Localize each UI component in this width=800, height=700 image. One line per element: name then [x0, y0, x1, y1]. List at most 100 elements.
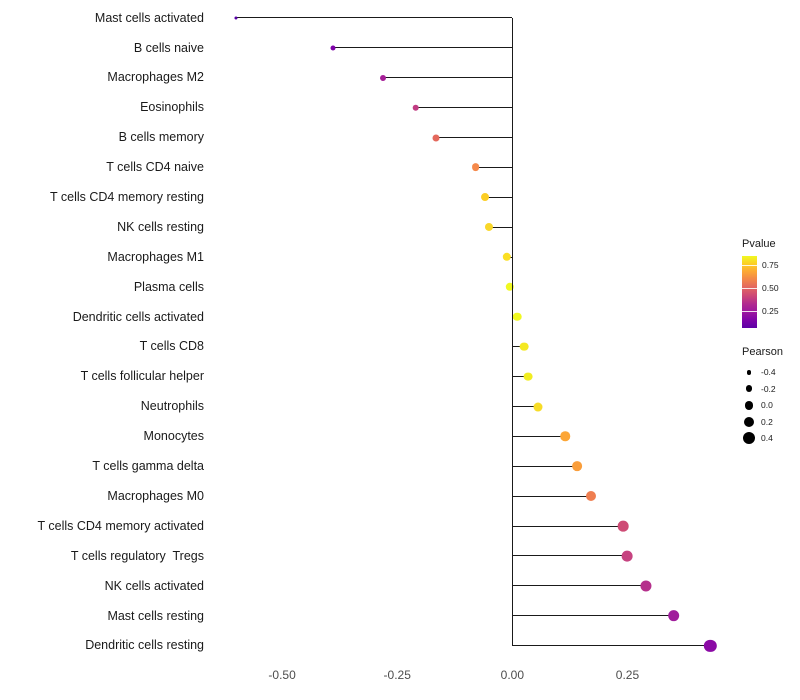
- lollipop-dot: [519, 342, 529, 352]
- row-track: [213, 362, 738, 392]
- category-label: T cells regulatory Tregs: [70, 548, 204, 563]
- chart-row: Eosinophils: [0, 93, 738, 123]
- zero-axis-line: [512, 17, 514, 646]
- pearson-legend-label: -0.4: [761, 367, 776, 377]
- row-track: [213, 601, 738, 631]
- pvalue-tick-label: 0.25: [762, 305, 779, 316]
- pvalue-gradient-bar: [742, 256, 757, 328]
- category-label: B cells memory: [118, 130, 204, 145]
- category-label: B cells naive: [133, 40, 204, 55]
- pearson-legend-dot-wrap: [742, 382, 756, 396]
- category-label: T cells CD4 memory activated: [37, 518, 205, 533]
- chart-row: Neutrophils: [0, 392, 738, 422]
- chart-row: Macrophages M1: [0, 242, 738, 272]
- lollipop-dot: [617, 520, 629, 532]
- chart-row: T cells CD4 memory activated: [0, 511, 738, 541]
- chart-row: NK cells resting: [0, 212, 738, 242]
- row-track: [213, 272, 738, 302]
- lollipop-segment: [512, 376, 529, 378]
- lollipop-dot: [330, 45, 336, 51]
- category-label: Mast cells resting: [107, 608, 204, 623]
- row-track: [213, 421, 738, 451]
- category-label: Dendritic cells activated: [72, 309, 204, 324]
- lollipop-segment: [512, 406, 538, 408]
- lollipop-dot: [432, 134, 440, 141]
- pearson-legend-dot-wrap: [742, 431, 756, 445]
- category-label: T cells gamma delta: [92, 459, 204, 474]
- pvalue-tick-label: 0.50: [762, 282, 779, 293]
- lollipop-dot: [704, 639, 717, 652]
- pvalue-colorbar: 0.75 0.50 0.25: [742, 256, 800, 328]
- x-tick-label: -0.25: [383, 668, 411, 682]
- lollipop-segment: [512, 346, 524, 348]
- chart-row: T cells regulatory Tregs: [0, 541, 738, 571]
- row-track: [213, 63, 738, 93]
- pearson-legend-dot: [746, 369, 752, 375]
- lollipop-dot: [380, 74, 387, 81]
- lollipop-dot: [524, 372, 533, 382]
- row-track: [213, 93, 738, 123]
- row-track: [213, 481, 738, 511]
- pearson-legend-row: 0.0: [742, 397, 800, 414]
- lollipop-dot: [560, 431, 571, 442]
- lollipop-dot: [485, 223, 494, 232]
- pearson-size-legend-items: -0.4 -0.2 0.0 0.2 0.4: [742, 364, 800, 447]
- lollipop-segment: [475, 166, 513, 168]
- row-track: [213, 392, 738, 422]
- category-label: Dendritic cells resting: [85, 638, 204, 653]
- row-track: [213, 511, 738, 541]
- row-track: [213, 541, 738, 571]
- lollipop-dot: [640, 580, 652, 592]
- lollipop-dot: [471, 163, 480, 172]
- row-track: [213, 3, 738, 33]
- lollipop-dot: [667, 609, 680, 622]
- lollipop-segment: [512, 615, 674, 617]
- pearson-legend-row: -0.4: [742, 364, 800, 381]
- category-label: T cells follicular helper: [80, 369, 204, 384]
- chart-row: Dendritic cells resting: [0, 631, 738, 661]
- chart-row: T cells CD4 memory resting: [0, 182, 738, 212]
- x-tick-label: 0.00: [500, 668, 525, 682]
- lollipop-segment: [236, 17, 513, 19]
- pvalue-legend-title: Pvalue: [742, 238, 776, 250]
- lollipop-segment: [332, 47, 513, 49]
- pvalue-tick-mark: [742, 265, 757, 267]
- pearson-legend-label: 0.4: [761, 433, 773, 443]
- chart-row: Dendritic cells activated: [0, 302, 738, 332]
- lollipop-dot: [505, 282, 514, 292]
- x-axis: -0.50 -0.25 0.00 0.25: [0, 668, 738, 686]
- pearson-legend-title: Pearson: [742, 346, 783, 358]
- lollipop-dot: [571, 461, 582, 472]
- lollipop-dot: [412, 104, 419, 111]
- chart-row: Macrophages M2: [0, 63, 738, 93]
- pearson-size-legend: Pearson -0.4 -0.2 0.0 0.2 0.4: [742, 346, 800, 447]
- row-track: [213, 33, 738, 63]
- lollipop-segment: [512, 495, 591, 497]
- lollipop-segment: [512, 525, 623, 527]
- x-tick-label: 0.25: [615, 668, 640, 682]
- category-label: Macrophages M1: [107, 249, 204, 264]
- lollipop-dot: [480, 193, 489, 202]
- row-track: [213, 571, 738, 601]
- pearson-legend-dot-wrap: [742, 365, 756, 379]
- chart-row: Plasma cells: [0, 272, 738, 302]
- lollipop-segment: [512, 585, 646, 587]
- lollipop-segment: [383, 77, 513, 79]
- pearson-legend-dot: [743, 416, 755, 427]
- category-label: Eosinophils: [140, 100, 204, 115]
- pvalue-legend: Pvalue 0.75 0.50 0.25: [742, 238, 800, 328]
- lollipop-dot: [622, 550, 633, 562]
- lollipop-segment: [436, 137, 513, 138]
- chart-row: Macrophages M0: [0, 481, 738, 511]
- pearson-legend-row: -0.2: [742, 381, 800, 398]
- chart-row: T cells gamma delta: [0, 451, 738, 481]
- lollipop-segment: [512, 555, 628, 557]
- row-track: [213, 123, 738, 153]
- category-label: NK cells resting: [117, 219, 204, 234]
- category-label: NK cells activated: [104, 578, 204, 593]
- lollipop-segment: [512, 645, 711, 647]
- pearson-legend-row: 0.2: [742, 414, 800, 431]
- category-label: T cells CD4 memory resting: [50, 190, 204, 205]
- lollipop-segment: [484, 196, 513, 198]
